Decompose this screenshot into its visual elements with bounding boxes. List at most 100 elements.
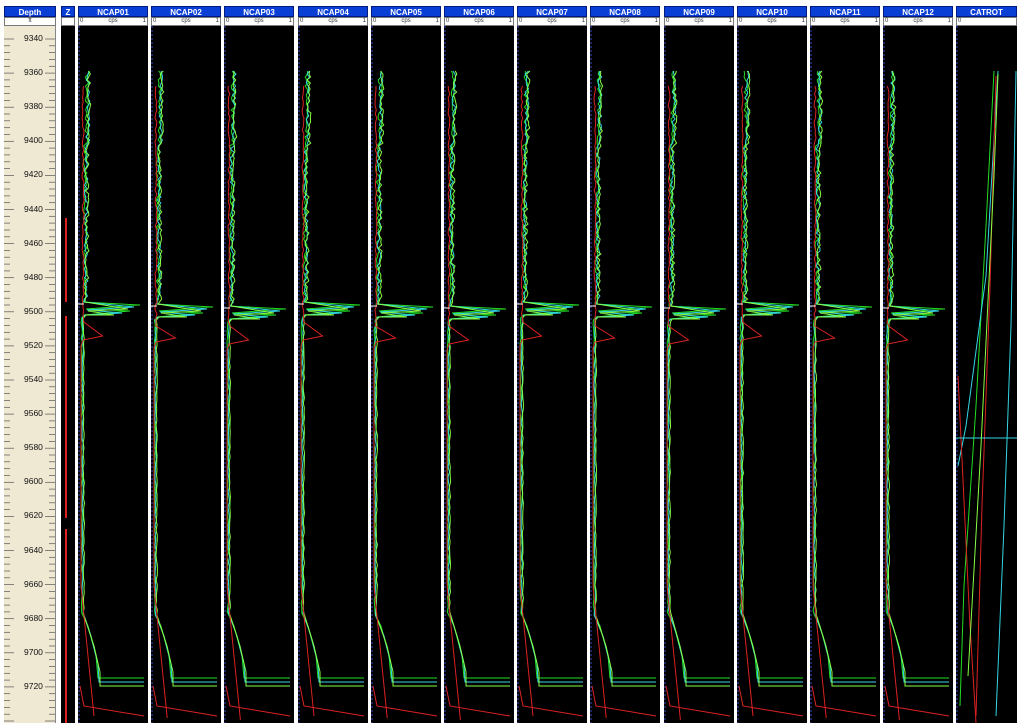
scale-unit: cps xyxy=(767,18,777,24)
track-scale-catrot: 0 xyxy=(956,17,1017,26)
scale-unit: cps xyxy=(254,18,264,24)
scale-max: 1 xyxy=(362,18,366,24)
scale-min: 0 xyxy=(300,18,304,24)
track-panel-ncap07[interactable] xyxy=(517,26,587,723)
scale-max: 1 xyxy=(654,18,658,24)
track-panel-ncap12[interactable] xyxy=(883,26,953,723)
z-track[interactable] xyxy=(61,26,75,723)
track-panel-ncap10[interactable] xyxy=(737,26,807,723)
scale-min: 0 xyxy=(226,18,230,24)
depth-label: 9520 xyxy=(24,339,43,350)
curves-ncap04 xyxy=(298,26,365,723)
scale-unit: cps xyxy=(620,18,630,24)
track-header-ncap05[interactable]: NCAP05 xyxy=(371,6,441,17)
scale-max: 1 xyxy=(947,18,951,24)
track-header-ncap07[interactable]: NCAP07 xyxy=(517,6,587,17)
z-header[interactable]: Z xyxy=(61,6,75,17)
scale-unit: cps xyxy=(840,18,850,24)
scale-unit: cps xyxy=(913,18,923,24)
track-panel-catrot[interactable] xyxy=(956,26,1017,723)
track-panel-ncap01[interactable] xyxy=(78,26,148,723)
track-header-ncap04[interactable]: NCAP04 xyxy=(298,6,368,17)
track-scale-ncap07: 0 cps 1 xyxy=(517,17,587,26)
track-header-ncap11[interactable]: NCAP11 xyxy=(810,6,880,17)
track-header-ncap02[interactable]: NCAP02 xyxy=(151,6,221,17)
track-scale-ncap06: 0 cps 1 xyxy=(444,17,514,26)
depth-label: 9580 xyxy=(24,442,43,453)
depth-label: 9640 xyxy=(24,544,43,555)
track-scale-ncap04: 0 cps 1 xyxy=(298,17,368,26)
scale-max: 1 xyxy=(874,18,878,24)
track-panel-ncap04[interactable] xyxy=(298,26,368,723)
depth-header[interactable]: Depth xyxy=(4,6,56,17)
curves-ncap06 xyxy=(444,26,511,723)
track-header-ncap12[interactable]: NCAP12 xyxy=(883,6,953,17)
track-header-ncap01[interactable]: NCAP01 xyxy=(78,6,148,17)
track-header-ncap03[interactable]: NCAP03 xyxy=(224,6,294,17)
depth-label: 9700 xyxy=(24,646,43,657)
scale-unit: cps xyxy=(547,18,557,24)
track-scale-ncap01: 0 cps 1 xyxy=(78,17,148,26)
track-header-ncap10[interactable]: NCAP10 xyxy=(737,6,807,17)
scale-min: 0 xyxy=(446,18,450,24)
scale-min: 0 xyxy=(958,18,962,24)
track-scale-ncap08: 0 cps 1 xyxy=(590,17,660,26)
scale-unit: cps xyxy=(474,18,484,24)
depth-label: 9420 xyxy=(24,169,43,180)
track-scale-ncap09: 0 cps 1 xyxy=(664,17,734,26)
depth-label: 9560 xyxy=(24,408,43,419)
track-scale-ncap02: 0 cps 1 xyxy=(151,17,221,26)
scale-min: 0 xyxy=(373,18,377,24)
track-header-catrot[interactable]: CATROT xyxy=(956,6,1017,17)
scale-unit: cps xyxy=(694,18,704,24)
depth-label: 9460 xyxy=(24,237,43,248)
depth-label: 9600 xyxy=(24,476,43,487)
depth-label: 9380 xyxy=(24,101,43,112)
scale-min: 0 xyxy=(80,18,84,24)
scale-min: 0 xyxy=(519,18,523,24)
track-panel-ncap09[interactable] xyxy=(664,26,734,723)
track-header-ncap09[interactable]: NCAP09 xyxy=(664,6,734,17)
depth-ruler xyxy=(4,38,55,722)
track-scale-ncap11: 0 cps 1 xyxy=(810,17,880,26)
scale-max: 1 xyxy=(215,18,219,24)
depth-label: 9620 xyxy=(24,510,43,521)
track-header-ncap08[interactable]: NCAP08 xyxy=(590,6,660,17)
track-panel-ncap11[interactable] xyxy=(810,26,880,723)
depth-label: 9440 xyxy=(24,203,43,214)
track-panel-ncap08[interactable] xyxy=(590,26,660,723)
scale-max: 1 xyxy=(581,18,585,24)
scale-min: 0 xyxy=(812,18,816,24)
curves-ncap05 xyxy=(371,26,438,723)
depth-label: 9360 xyxy=(24,67,43,78)
track-panel-ncap02[interactable] xyxy=(151,26,221,723)
track-scale-ncap05: 0 cps 1 xyxy=(371,17,441,26)
depth-label: 9340 xyxy=(24,33,43,43)
depth-unit: ft xyxy=(28,18,32,24)
curves-catrot xyxy=(956,26,1017,723)
scale-unit: cps xyxy=(328,18,338,24)
curves-ncap01 xyxy=(78,26,145,723)
track-panel-ncap03[interactable] xyxy=(224,26,294,723)
track-scale-ncap12: 0 cps 1 xyxy=(883,17,953,26)
z-sub-row xyxy=(61,17,75,26)
track-panel-ncap06[interactable] xyxy=(444,26,514,723)
scale-max: 1 xyxy=(435,18,439,24)
curves-ncap08 xyxy=(590,26,657,723)
scale-max: 1 xyxy=(288,18,292,24)
track-scale-ncap03: 0 cps 1 xyxy=(224,17,294,26)
depth-label: 9540 xyxy=(24,374,43,384)
depth-label: 9720 xyxy=(24,680,43,691)
depth-label: 9480 xyxy=(24,271,43,282)
track-header-ncap06[interactable]: NCAP06 xyxy=(444,6,514,17)
track-panel-ncap05[interactable] xyxy=(371,26,441,723)
depth-label: 9500 xyxy=(24,305,43,316)
curves-ncap11 xyxy=(810,26,877,723)
depth-track[interactable]: 9340 9360 9380 9400 9420 9440 9460 9480 9500 9520… xyxy=(4,26,56,723)
depth-label: 9680 xyxy=(24,612,43,623)
scale-max: 1 xyxy=(801,18,805,24)
track-scale-ncap10: 0 cps 1 xyxy=(737,17,807,26)
curves-ncap09 xyxy=(664,26,731,723)
scale-unit: cps xyxy=(108,18,118,24)
curves-ncap12 xyxy=(883,26,950,723)
